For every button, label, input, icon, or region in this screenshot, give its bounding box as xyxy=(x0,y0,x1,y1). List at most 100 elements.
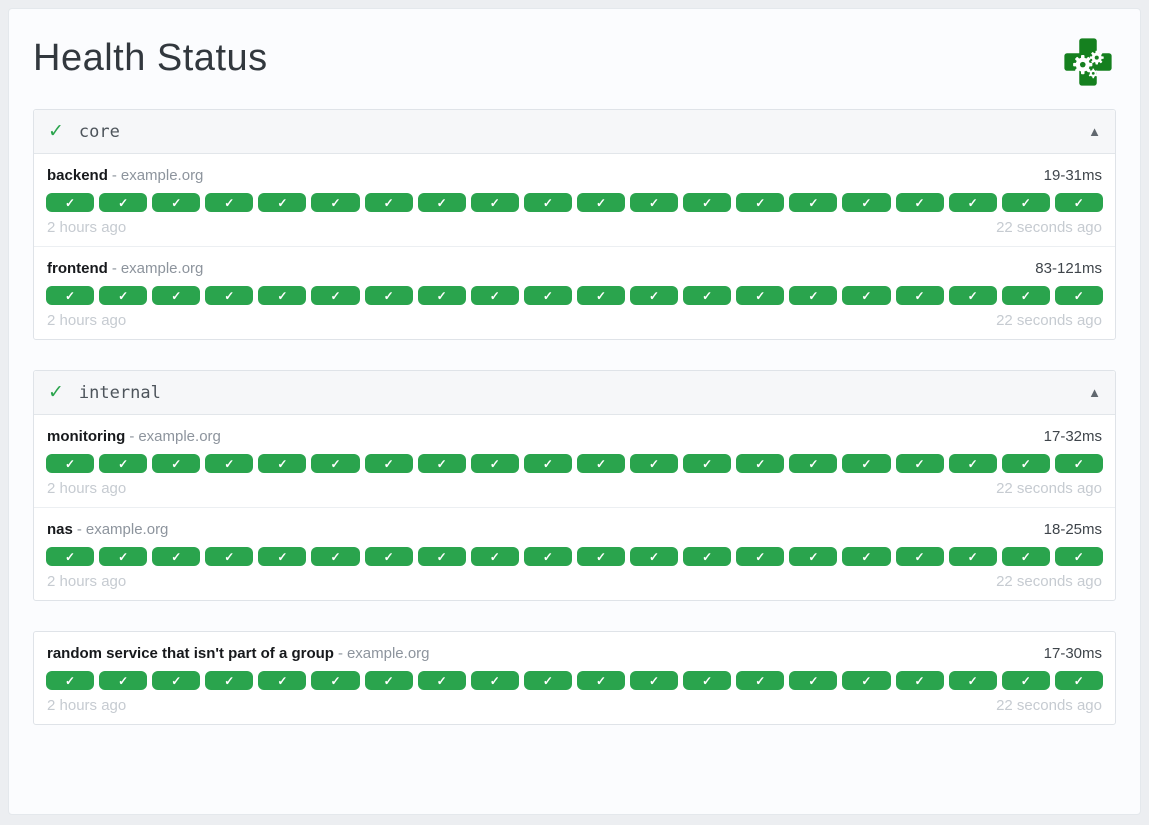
health-check-success-badge[interactable]: ✓ xyxy=(895,286,944,305)
health-check-success-badge[interactable]: ✓ xyxy=(99,286,148,305)
health-check-success-badge[interactable]: ✓ xyxy=(789,193,838,212)
health-check-success-badge[interactable]: ✓ xyxy=(311,193,360,212)
health-check-success-badge[interactable]: ✓ xyxy=(948,286,997,305)
health-check-success-badge[interactable]: ✓ xyxy=(1001,286,1050,305)
health-check-success-badge[interactable]: ✓ xyxy=(364,547,413,566)
health-check-success-badge[interactable]: ✓ xyxy=(683,547,732,566)
health-check-success-badge[interactable]: ✓ xyxy=(152,671,201,690)
health-check-success-badge[interactable]: ✓ xyxy=(842,671,891,690)
health-check-success-badge[interactable]: ✓ xyxy=(417,547,466,566)
health-check-success-badge[interactable]: ✓ xyxy=(576,547,626,566)
health-check-success-badge[interactable]: ✓ xyxy=(258,547,307,566)
health-check-success-badge[interactable]: ✓ xyxy=(470,193,519,212)
health-check-success-badge[interactable]: ✓ xyxy=(152,193,201,212)
health-check-success-badge[interactable]: ✓ xyxy=(895,547,944,566)
health-check-success-badge[interactable]: ✓ xyxy=(152,454,201,473)
health-check-success-badge[interactable]: ✓ xyxy=(576,454,626,473)
health-check-success-badge[interactable]: ✓ xyxy=(417,286,466,305)
health-check-success-badge[interactable]: ✓ xyxy=(948,193,997,212)
health-check-success-badge[interactable]: ✓ xyxy=(630,671,679,690)
health-check-success-badge[interactable]: ✓ xyxy=(99,547,148,566)
health-check-success-badge[interactable]: ✓ xyxy=(948,547,997,566)
health-check-success-badge[interactable]: ✓ xyxy=(789,547,838,566)
health-check-success-badge[interactable]: ✓ xyxy=(948,454,997,473)
health-check-success-badge[interactable]: ✓ xyxy=(789,454,838,473)
health-check-success-badge[interactable]: ✓ xyxy=(736,454,785,473)
health-check-success-badge[interactable]: ✓ xyxy=(683,193,732,212)
health-check-success-badge[interactable]: ✓ xyxy=(630,286,679,305)
health-check-success-badge[interactable]: ✓ xyxy=(311,671,360,690)
health-check-success-badge[interactable]: ✓ xyxy=(205,671,254,690)
health-check-success-badge[interactable]: ✓ xyxy=(46,286,95,305)
health-check-success-badge[interactable]: ✓ xyxy=(1001,193,1050,212)
health-check-success-badge[interactable]: ✓ xyxy=(576,286,626,305)
health-check-success-badge[interactable]: ✓ xyxy=(895,193,944,212)
health-check-success-badge[interactable]: ✓ xyxy=(736,671,785,690)
health-check-success-badge[interactable]: ✓ xyxy=(311,547,360,566)
health-check-success-badge[interactable]: ✓ xyxy=(842,193,891,212)
health-check-success-badge[interactable]: ✓ xyxy=(311,454,360,473)
health-check-success-badge[interactable]: ✓ xyxy=(576,671,626,690)
health-check-success-badge[interactable]: ✓ xyxy=(789,671,838,690)
health-check-success-badge[interactable]: ✓ xyxy=(46,193,95,212)
health-check-success-badge[interactable]: ✓ xyxy=(523,193,572,212)
health-check-success-badge[interactable]: ✓ xyxy=(789,286,838,305)
health-check-success-badge[interactable]: ✓ xyxy=(1054,671,1103,690)
service-name[interactable]: random service that isn't part of a grou… xyxy=(47,645,334,662)
health-check-success-badge[interactable]: ✓ xyxy=(364,671,413,690)
health-check-success-badge[interactable]: ✓ xyxy=(46,671,95,690)
health-check-success-badge[interactable]: ✓ xyxy=(842,286,891,305)
health-check-success-badge[interactable]: ✓ xyxy=(948,671,997,690)
health-check-success-badge[interactable]: ✓ xyxy=(1054,286,1103,305)
health-check-success-badge[interactable]: ✓ xyxy=(576,193,626,212)
collapse-arrow-icon[interactable]: ▲ xyxy=(1088,124,1101,139)
health-check-success-badge[interactable]: ✓ xyxy=(46,547,95,566)
health-check-success-badge[interactable]: ✓ xyxy=(736,193,785,212)
health-check-success-badge[interactable]: ✓ xyxy=(523,671,572,690)
health-check-success-badge[interactable]: ✓ xyxy=(842,547,891,566)
health-check-success-badge[interactable]: ✓ xyxy=(417,671,466,690)
health-check-success-badge[interactable]: ✓ xyxy=(842,454,891,473)
health-check-success-badge[interactable]: ✓ xyxy=(205,547,254,566)
service-name[interactable]: backend xyxy=(47,167,108,184)
health-check-success-badge[interactable]: ✓ xyxy=(895,671,944,690)
health-check-success-badge[interactable]: ✓ xyxy=(364,454,413,473)
health-check-success-badge[interactable]: ✓ xyxy=(205,286,254,305)
health-check-success-badge[interactable]: ✓ xyxy=(470,454,519,473)
health-check-success-badge[interactable]: ✓ xyxy=(630,193,679,212)
health-check-success-badge[interactable]: ✓ xyxy=(46,454,95,473)
group-header-internal[interactable]: ✓ internal ▲ xyxy=(34,371,1115,415)
health-check-success-badge[interactable]: ✓ xyxy=(205,454,254,473)
health-check-success-badge[interactable]: ✓ xyxy=(1054,193,1103,212)
health-check-success-badge[interactable]: ✓ xyxy=(417,454,466,473)
health-check-success-badge[interactable]: ✓ xyxy=(895,454,944,473)
health-check-success-badge[interactable]: ✓ xyxy=(99,671,148,690)
health-check-success-badge[interactable]: ✓ xyxy=(364,193,413,212)
collapse-arrow-icon[interactable]: ▲ xyxy=(1088,385,1101,400)
health-check-success-badge[interactable]: ✓ xyxy=(99,454,148,473)
health-check-success-badge[interactable]: ✓ xyxy=(152,547,201,566)
health-check-success-badge[interactable]: ✓ xyxy=(1001,671,1050,690)
health-check-success-badge[interactable]: ✓ xyxy=(417,193,466,212)
health-check-success-badge[interactable]: ✓ xyxy=(258,193,307,212)
health-check-success-badge[interactable]: ✓ xyxy=(736,286,785,305)
service-name[interactable]: monitoring xyxy=(47,428,126,445)
health-check-success-badge[interactable]: ✓ xyxy=(152,286,201,305)
health-check-success-badge[interactable]: ✓ xyxy=(736,547,785,566)
health-check-success-badge[interactable]: ✓ xyxy=(683,454,732,473)
health-check-success-badge[interactable]: ✓ xyxy=(523,286,572,305)
health-check-success-badge[interactable]: ✓ xyxy=(258,671,307,690)
health-check-success-badge[interactable]: ✓ xyxy=(630,547,679,566)
health-check-success-badge[interactable]: ✓ xyxy=(470,547,519,566)
health-check-success-badge[interactable]: ✓ xyxy=(311,286,360,305)
health-check-success-badge[interactable]: ✓ xyxy=(258,286,307,305)
health-check-success-badge[interactable]: ✓ xyxy=(523,547,572,566)
service-name[interactable]: frontend xyxy=(47,260,108,277)
health-check-success-badge[interactable]: ✓ xyxy=(205,193,254,212)
health-check-success-badge[interactable]: ✓ xyxy=(470,671,519,690)
health-check-success-badge[interactable]: ✓ xyxy=(1001,547,1050,566)
health-check-success-badge[interactable]: ✓ xyxy=(630,454,679,473)
health-check-success-badge[interactable]: ✓ xyxy=(683,286,732,305)
health-check-success-badge[interactable]: ✓ xyxy=(1054,547,1103,566)
health-check-success-badge[interactable]: ✓ xyxy=(470,286,519,305)
